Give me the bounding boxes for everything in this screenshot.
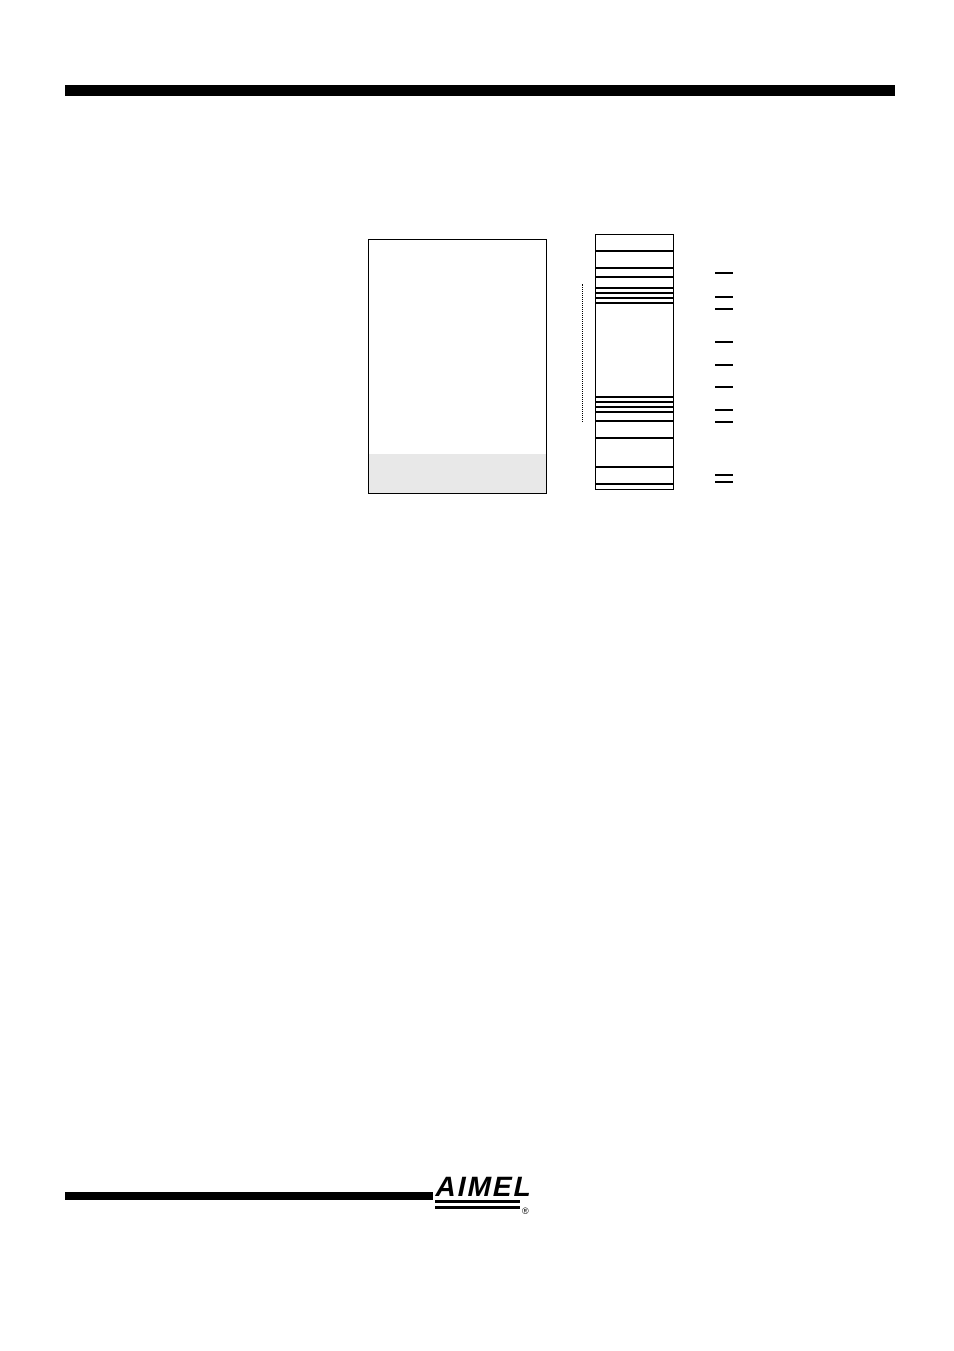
stack-seg [595, 467, 674, 484]
logo-underline-1 [435, 1200, 520, 1203]
stack-seg [595, 251, 674, 268]
stack-seg [595, 421, 674, 438]
tick [715, 296, 733, 298]
brand-logo: AIMEL [433, 1171, 537, 1203]
tick [715, 364, 733, 366]
stack-seg [595, 277, 674, 288]
figure-left-box-fill [368, 454, 547, 494]
tick [715, 421, 733, 423]
registered-mark: ® [522, 1206, 529, 1216]
stack-seg [595, 268, 674, 277]
tick [715, 272, 733, 274]
vertical-dotted-line [582, 284, 583, 422]
stack-seg [595, 234, 674, 251]
page-root: AIMEL ® [0, 0, 954, 1351]
logo-underline-2 [435, 1206, 520, 1209]
tick [715, 308, 733, 310]
brand-logo-text: AIMEL [433, 1171, 537, 1202]
stack-seg [595, 438, 674, 467]
tick [715, 341, 733, 343]
stack-seg [595, 303, 674, 397]
tick [715, 481, 733, 483]
tick [715, 409, 733, 411]
bottom-rule [65, 1192, 433, 1200]
stack-seg [595, 484, 674, 490]
stack-seg [595, 412, 674, 421]
top-rule [65, 85, 895, 96]
tick [715, 386, 733, 388]
tick [715, 474, 733, 476]
